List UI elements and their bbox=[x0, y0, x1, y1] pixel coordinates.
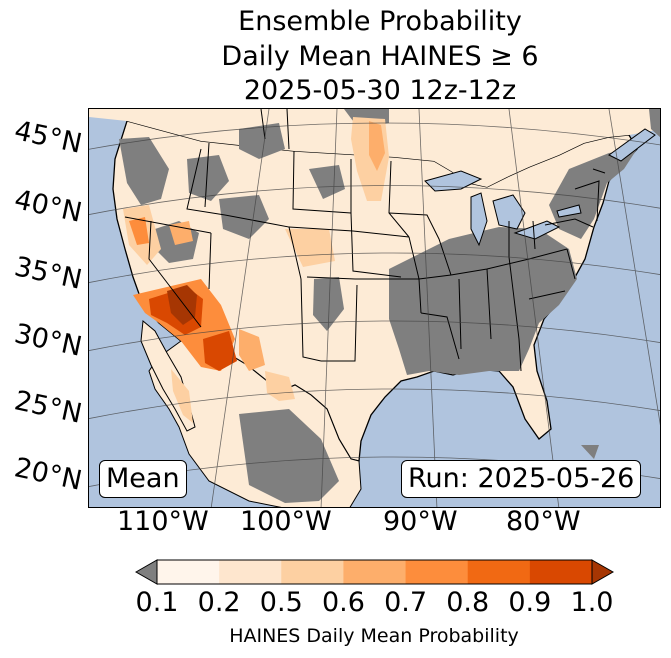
colorbar-cell bbox=[157, 560, 220, 584]
lon-label-110w: 110°W bbox=[117, 506, 209, 537]
stat-label-box: Mean bbox=[99, 460, 187, 498]
colorbar-cell bbox=[529, 560, 593, 584]
colorbar-tick-label: 0.2 bbox=[197, 587, 241, 618]
colorbar-tick-label: 0.7 bbox=[384, 587, 428, 618]
lon-label-80w: 80°W bbox=[506, 506, 581, 537]
title-line-2: Daily Mean HAINES ≥ 6 bbox=[221, 41, 539, 72]
colorbar-cell bbox=[219, 560, 282, 584]
colorbar-tick-label: 0.1 bbox=[135, 587, 179, 618]
map-svg bbox=[89, 109, 660, 507]
title-line-3: 2025-05-30 12z-12z bbox=[243, 75, 517, 106]
colorbar-tick-label: 0.6 bbox=[321, 587, 365, 618]
colorbar-outline bbox=[156, 559, 593, 585]
colorbar-tick-label: 0.9 bbox=[508, 587, 552, 618]
map-panel[interactable] bbox=[88, 108, 661, 508]
colorbar-cell bbox=[343, 560, 407, 584]
colorbar-tick-label: 0.5 bbox=[259, 587, 303, 618]
colorbar-tick-label: 1.0 bbox=[570, 587, 614, 618]
probability-areas bbox=[123, 117, 389, 423]
colorbar-cell bbox=[281, 560, 344, 584]
colorbar-cell bbox=[405, 560, 469, 584]
lon-label-90w: 90°W bbox=[383, 506, 458, 537]
title-line-1: Ensemble Probability bbox=[238, 6, 522, 37]
state-boundaries bbox=[124, 109, 606, 372]
run-label-box: Run: 2025-05-26 bbox=[401, 460, 642, 498]
lon-label-100w: 100°W bbox=[240, 506, 332, 537]
colorbar-under-arrow bbox=[134, 559, 158, 585]
colorbar-cell bbox=[467, 560, 531, 584]
colorbar-label: HAINES Daily Mean Probability bbox=[229, 625, 519, 647]
colorbar-tick-label: 0.8 bbox=[446, 587, 490, 618]
colorbar-cells bbox=[157, 560, 593, 584]
colorbar-over-arrow bbox=[591, 559, 615, 585]
